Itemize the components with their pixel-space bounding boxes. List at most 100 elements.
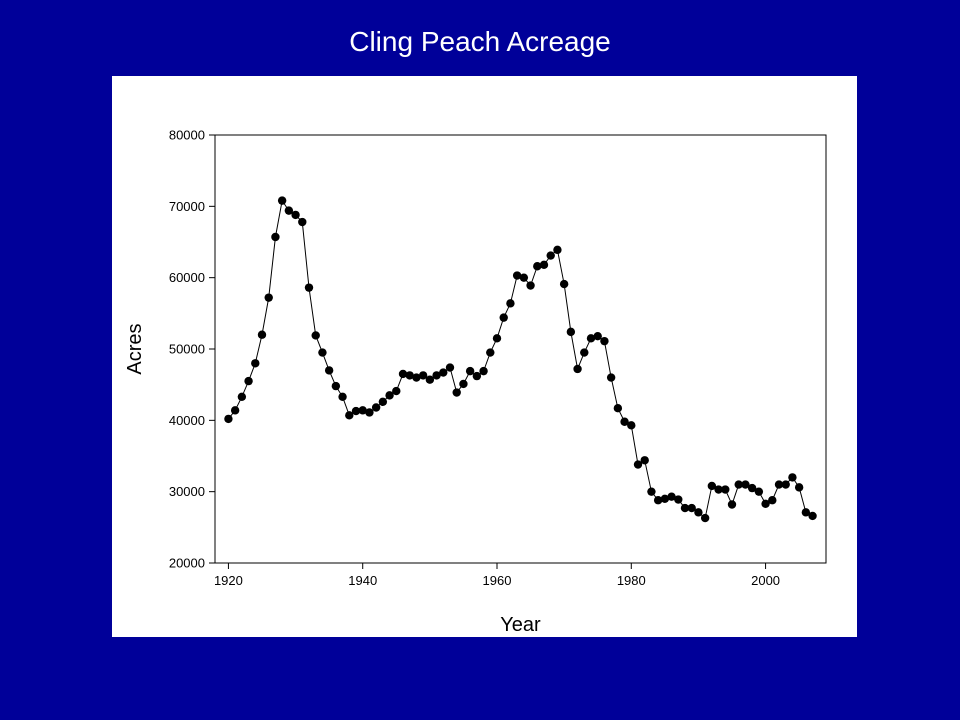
data-point [486,348,495,357]
x-tick-label: 1960 [483,573,512,588]
data-point [680,503,690,513]
y-tick-label: 60000 [169,270,205,285]
x-tick-label: 2000 [751,573,780,588]
data-point [674,495,683,504]
data-point [727,500,737,509]
data-point [311,331,320,340]
series-line [228,199,813,519]
data-point [667,492,676,501]
data-point [721,485,730,494]
y-tick-label: 80000 [169,128,205,143]
data-point [788,473,797,482]
data-point [385,391,394,400]
data-point [251,359,260,368]
data-point [546,251,555,260]
data-point [425,375,435,384]
data-point [694,508,703,517]
x-axis-ticks: 1920 1940 1960 1980 2000 [214,563,780,588]
data-point [291,210,300,220]
data-point [640,456,649,465]
data-point [345,411,354,420]
data-point [318,348,327,357]
data-point [506,299,515,308]
data-point [331,381,341,391]
data-point [707,481,717,491]
data-point [593,331,602,341]
data-point [653,496,663,505]
data-point [378,397,388,406]
data-point [539,260,549,270]
data-point [445,363,455,372]
data-point [479,366,488,376]
y-axis-ticks: 20000 30000 40000 50000 60000 70000 80000 [169,128,215,571]
data-point [452,388,461,397]
data-point [237,392,247,401]
data-point [277,196,287,205]
data-point [459,379,468,389]
data-point [533,262,542,271]
data-point [580,348,589,357]
data-point [761,499,770,508]
data-point [808,511,817,521]
y-tick-label: 50000 [169,342,205,357]
slide-title: Cling Peach Acreage [349,26,611,57]
data-point [553,245,562,255]
data-point [526,281,535,290]
y-tick-label: 40000 [169,413,205,428]
data-point [264,293,273,302]
data-point [257,330,267,339]
data-point [371,403,381,412]
data-point [600,336,609,346]
data-point [794,483,804,492]
data-point [439,368,448,377]
data-point [230,406,240,415]
data-point [398,369,408,379]
data-point [781,480,790,489]
data-point [418,371,428,380]
data-point [499,313,508,322]
data-point [741,480,750,489]
data-point [432,371,441,380]
chart-panel: 20000 30000 40000 50000 60000 70000 80000 1920… [112,76,857,637]
data-point [700,513,710,523]
data-point [492,334,502,343]
data-point [620,417,629,426]
line-chart: 20000 30000 40000 50000 60000 70000 80000 1920… [124,128,827,636]
data-point [627,421,636,430]
data-point [633,460,643,469]
data-point [754,487,764,496]
data-point [365,408,374,417]
y-tick-label: 20000 [169,556,205,571]
data-point [559,279,569,289]
x-tick-label: 1920 [214,573,243,588]
data-point [412,373,421,382]
data-point [714,485,723,494]
data-point [647,487,656,496]
y-tick-label: 70000 [169,199,205,214]
data-point [573,364,582,374]
x-axis-title: Year [500,614,541,636]
data-point [734,480,743,489]
series-points-group [224,196,817,523]
data-point [613,404,623,413]
data-point [244,376,253,386]
data-point [338,392,347,401]
data-point [660,494,670,503]
data-point [284,206,294,215]
y-axis-title: Acres [124,323,146,374]
data-point [472,371,482,381]
data-point [298,217,307,227]
data-point [405,371,414,380]
data-point [512,271,522,280]
x-tick-label: 1940 [348,573,377,588]
data-point [224,414,233,424]
data-point [271,232,280,242]
data-point [586,334,596,343]
y-tick-label: 30000 [169,484,205,499]
data-point [768,496,777,505]
x-tick-label: 1980 [617,573,646,588]
data-point [606,373,616,382]
data-point [801,508,811,517]
series-line-group [228,199,813,519]
data-point [566,327,576,337]
